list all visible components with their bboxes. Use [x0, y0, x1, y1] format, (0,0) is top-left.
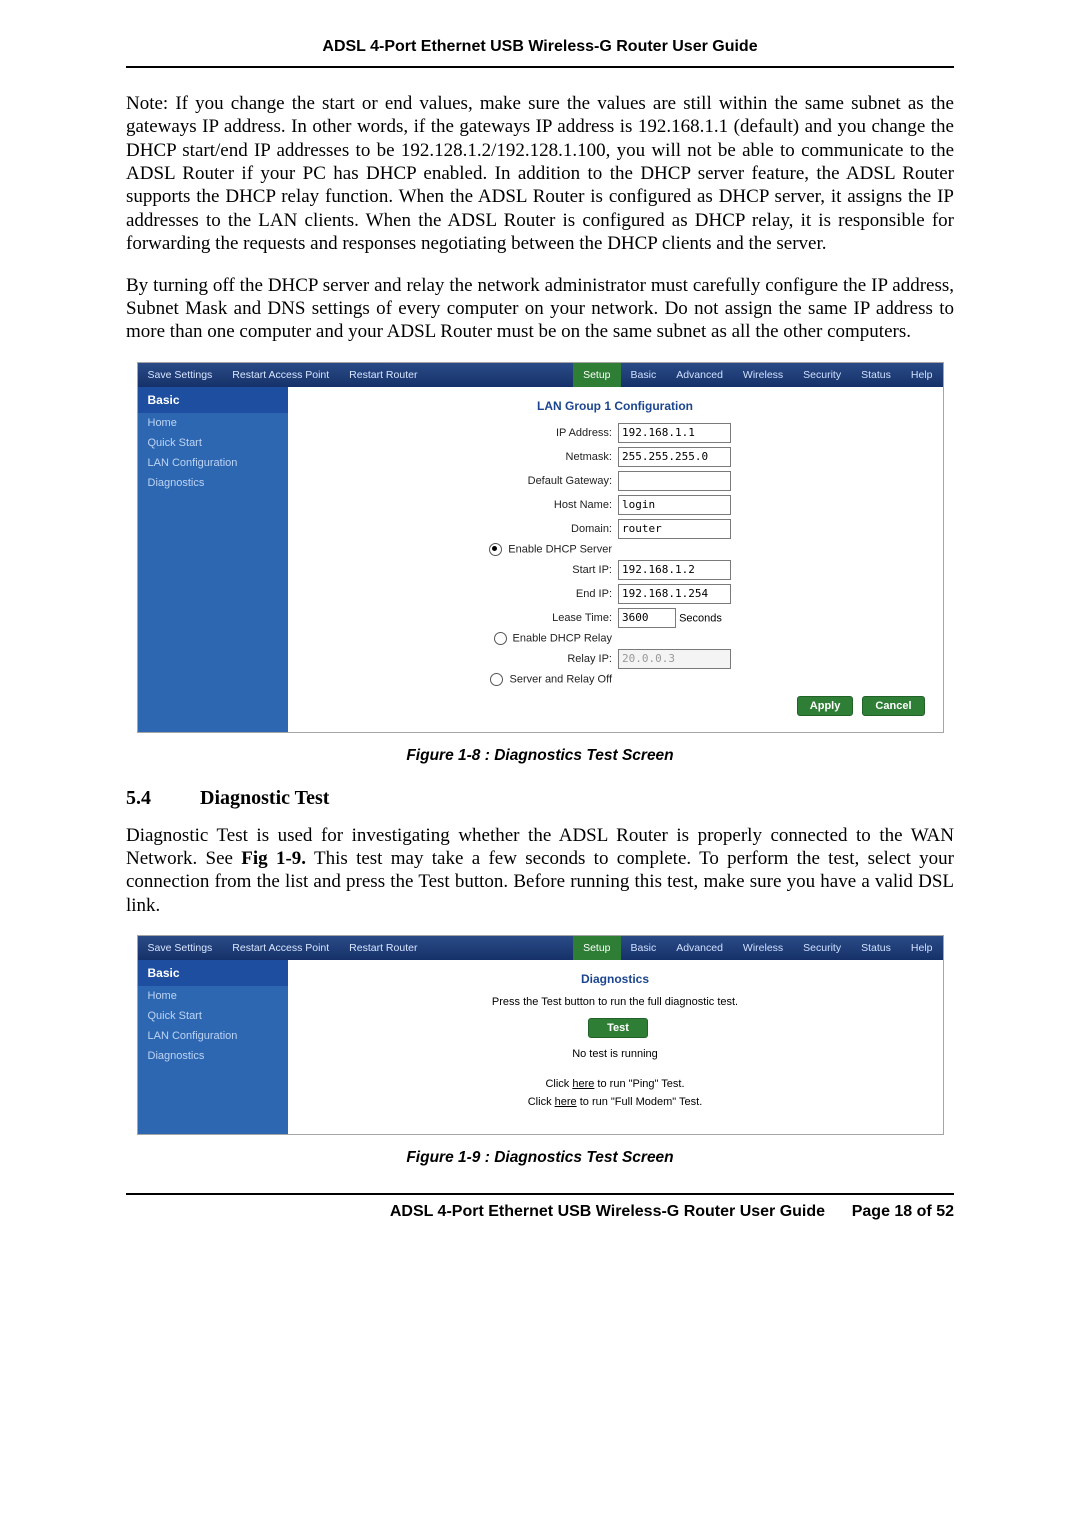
tab-basic[interactable]: Basic	[621, 363, 667, 387]
footer-page-number: Page 18 of 52	[852, 1203, 954, 1220]
restart-ap-link[interactable]: Restart Access Point	[222, 942, 339, 954]
tab-help[interactable]: Help	[901, 936, 943, 960]
test-button[interactable]: Test	[588, 1018, 648, 1038]
radio-dot-icon	[489, 543, 502, 556]
tab-setup[interactable]: Setup	[573, 936, 620, 960]
footer-title: ADSL 4-Port Ethernet USB Wireless-G Rout…	[390, 1203, 825, 1220]
input-relay-ip	[618, 649, 731, 669]
doc-header-title: ADSL 4-Port Ethernet USB Wireless-G Rout…	[126, 38, 954, 56]
apply-button[interactable]: Apply	[797, 696, 854, 716]
figure-1-8-caption: Figure 1-8 : Diagnostics Test Screen	[126, 747, 954, 765]
label-enable-dhcp-server: Enable DHCP Server	[508, 543, 612, 555]
tab-advanced[interactable]: Advanced	[666, 936, 733, 960]
paragraph-2: By turning off the DHCP server and relay…	[126, 274, 954, 344]
label-ip-address: IP Address:	[392, 427, 618, 439]
tab-security[interactable]: Security	[793, 936, 851, 960]
sidebar-item-home[interactable]: Home	[138, 413, 288, 433]
router-sidebar: Basic Home Quick Start LAN Configuration…	[138, 387, 288, 732]
diagnostics-instruction: Press the Test button to run the full di…	[298, 996, 933, 1008]
radio-server-relay-off[interactable]: Server and Relay Off	[392, 673, 618, 686]
sidebar-item-home[interactable]: Home	[138, 986, 288, 1006]
no-test-running-text: No test is running	[298, 1048, 933, 1060]
router-sidebar: Basic Home Quick Start LAN Configuration…	[138, 960, 288, 1134]
save-settings-link[interactable]: Save Settings	[138, 369, 223, 381]
label-domain: Domain:	[392, 523, 618, 535]
cancel-button[interactable]: Cancel	[862, 696, 924, 716]
label-enable-dhcp-relay: Enable DHCP Relay	[513, 632, 612, 644]
input-netmask[interactable]	[618, 447, 731, 467]
router-topbar: Save Settings Restart Access Point Resta…	[138, 936, 943, 960]
tab-setup[interactable]: Setup	[573, 363, 620, 387]
section-5-4-heading: 5.4Diagnostic Test	[126, 787, 954, 810]
restart-ap-link[interactable]: Restart Access Point	[222, 369, 339, 381]
radio-empty-icon	[494, 632, 507, 645]
tab-wireless[interactable]: Wireless	[733, 936, 793, 960]
input-end-ip[interactable]	[618, 584, 731, 604]
bottom-rule	[126, 1193, 954, 1195]
input-ip-address[interactable]	[618, 423, 731, 443]
tab-status[interactable]: Status	[851, 363, 901, 387]
sidebar-item-lan-config[interactable]: LAN Configuration	[138, 1026, 288, 1046]
sidebar-title: Basic	[138, 960, 288, 986]
label-end-ip: End IP:	[392, 588, 618, 600]
label-netmask: Netmask:	[392, 451, 618, 463]
tab-status[interactable]: Status	[851, 936, 901, 960]
input-domain[interactable]	[618, 519, 731, 539]
radio-enable-dhcp-relay[interactable]: Enable DHCP Relay	[392, 632, 618, 645]
tab-help[interactable]: Help	[901, 363, 943, 387]
label-host-name: Host Name:	[392, 499, 618, 511]
paragraph-3: Diagnostic Test is used for investigatin…	[126, 824, 954, 917]
page: ADSL 4-Port Ethernet USB Wireless-G Rout…	[0, 0, 1080, 1528]
figure-1-9-router-ui: Save Settings Restart Access Point Resta…	[137, 935, 944, 1135]
figure-1-9-caption: Figure 1-9 : Diagnostics Test Screen	[126, 1149, 954, 1167]
save-settings-link[interactable]: Save Settings	[138, 942, 223, 954]
ping-test-line: Click here to run "Ping" Test.	[298, 1078, 933, 1090]
sidebar-item-quick-start[interactable]: Quick Start	[138, 433, 288, 453]
label-seconds: Seconds	[679, 612, 722, 624]
figure-1-8-router-ui: Save Settings Restart Access Point Resta…	[137, 362, 944, 733]
radio-enable-dhcp-server[interactable]: Enable DHCP Server	[392, 543, 618, 556]
content-title: Diagnostics	[298, 972, 933, 986]
sidebar-item-lan-config[interactable]: LAN Configuration	[138, 453, 288, 473]
label-relay-ip: Relay IP:	[392, 653, 618, 665]
restart-router-link[interactable]: Restart Router	[339, 369, 427, 381]
section-number: 5.4	[126, 787, 200, 810]
page-footer: ADSL 4-Port Ethernet USB Wireless-G Rout…	[126, 1203, 954, 1221]
label-lease-time: Lease Time:	[392, 612, 618, 624]
ping-test-link[interactable]: here	[572, 1078, 594, 1090]
content-title: LAN Group 1 Configuration	[298, 399, 933, 413]
radio-empty-icon	[490, 673, 503, 686]
full-modem-test-link[interactable]: here	[555, 1096, 577, 1108]
tab-basic[interactable]: Basic	[621, 936, 667, 960]
full-modem-test-line: Click here to run "Full Modem" Test.	[298, 1096, 933, 1108]
sidebar-item-diagnostics[interactable]: Diagnostics	[138, 1046, 288, 1066]
input-lease-time[interactable]	[618, 608, 676, 628]
label-default-gateway: Default Gateway:	[392, 475, 618, 487]
input-start-ip[interactable]	[618, 560, 731, 580]
tab-advanced[interactable]: Advanced	[666, 363, 733, 387]
label-start-ip: Start IP:	[392, 564, 618, 576]
input-host-name[interactable]	[618, 495, 731, 515]
restart-router-link[interactable]: Restart Router	[339, 942, 427, 954]
top-rule	[126, 66, 954, 68]
tab-wireless[interactable]: Wireless	[733, 363, 793, 387]
router-content: Diagnostics Press the Test button to run…	[288, 960, 943, 1134]
sidebar-title: Basic	[138, 387, 288, 413]
router-topbar: Save Settings Restart Access Point Resta…	[138, 363, 943, 387]
section-name: Diagnostic Test	[200, 787, 329, 809]
paragraph-1: Note: If you change the start or end val…	[126, 92, 954, 256]
sidebar-item-quick-start[interactable]: Quick Start	[138, 1006, 288, 1026]
input-default-gateway[interactable]	[618, 471, 731, 491]
button-row: Apply Cancel	[298, 690, 933, 718]
sidebar-item-diagnostics[interactable]: Diagnostics	[138, 473, 288, 493]
router-content: LAN Group 1 Configuration IP Address: Ne…	[288, 387, 943, 732]
tab-security[interactable]: Security	[793, 363, 851, 387]
label-server-relay-off: Server and Relay Off	[509, 673, 612, 685]
